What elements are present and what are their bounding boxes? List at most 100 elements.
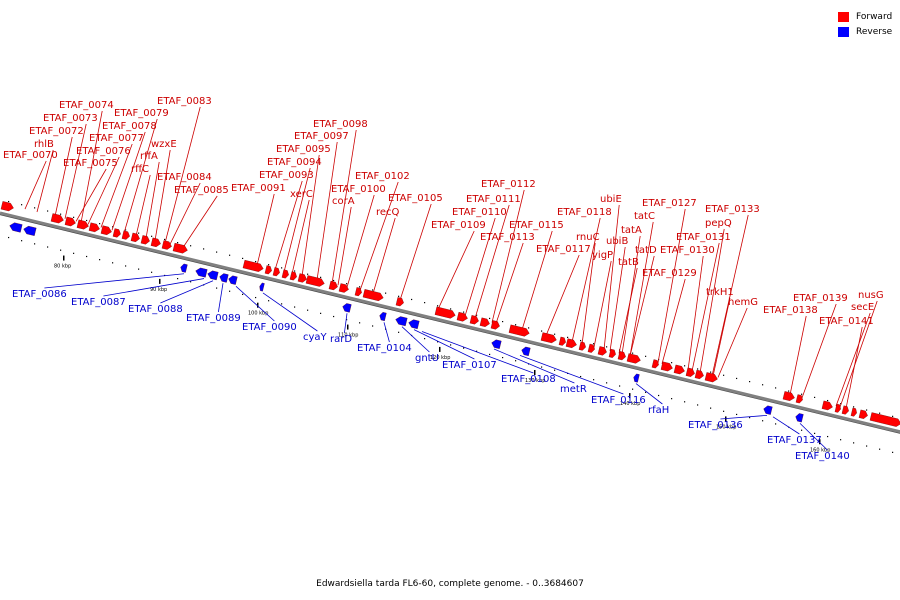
gene-label[interactable]: xerC — [290, 189, 313, 200]
gene-label[interactable]: ETAF_0105 — [388, 193, 443, 204]
gene-arrow[interactable] — [140, 235, 151, 245]
gene-arrow[interactable] — [228, 275, 238, 285]
gene-arrow[interactable] — [795, 394, 804, 404]
gene-label[interactable]: ETAF_0070 — [3, 150, 58, 161]
gene-arrow[interactable] — [195, 267, 208, 278]
gene-arrow[interactable] — [180, 263, 188, 273]
gene-label[interactable]: rffA — [140, 151, 158, 162]
gene-label[interactable]: ETAF_0098 — [313, 119, 368, 130]
gene-arrow[interactable] — [521, 346, 531, 357]
gene-arrow[interactable] — [408, 319, 420, 330]
gene-label[interactable]: ETAF_0086 — [12, 289, 67, 300]
gene-label[interactable]: ETAF_0115 — [509, 220, 564, 231]
gene-label[interactable]: ETAF_0140 — [795, 451, 850, 462]
gene-label[interactable]: ETAF_0093 — [259, 170, 314, 181]
gene-label[interactable]: nusG — [858, 290, 884, 301]
gene-label[interactable]: rarD — [330, 334, 352, 345]
gene-arrow[interactable] — [782, 391, 796, 401]
gene-label[interactable]: ETAF_0137 — [767, 435, 822, 446]
gene-label[interactable]: ETAF_0138 — [763, 305, 818, 316]
gene-label[interactable]: recQ — [376, 207, 400, 218]
gene-label[interactable]: ETAF_0139 — [793, 293, 848, 304]
gene-label[interactable]: rnuC — [576, 232, 600, 243]
gene-arrow[interactable] — [272, 267, 281, 277]
gene-arrow[interactable] — [469, 315, 480, 325]
gene-arrow[interactable] — [76, 219, 90, 230]
gene-arrow[interactable] — [0, 201, 15, 212]
gene-label[interactable]: yigP — [592, 250, 613, 261]
gene-arrow[interactable] — [328, 280, 339, 291]
gene-label[interactable]: gntU — [415, 353, 439, 364]
gene-arrow[interactable] — [264, 265, 273, 275]
gene-label[interactable]: ETAF_0094 — [267, 157, 322, 168]
gene-arrow[interactable] — [172, 242, 188, 254]
gene-arrow[interactable] — [651, 359, 660, 369]
gene-arrow[interactable] — [850, 407, 858, 417]
gene-label[interactable]: pepQ — [705, 218, 732, 229]
gene-label[interactable]: ETAF_0089 — [186, 313, 241, 324]
gene-label[interactable]: tatA — [621, 225, 642, 236]
gene-arrow[interactable] — [578, 341, 587, 351]
gene-label[interactable]: ETAF_0100 — [331, 184, 386, 195]
legend-item-forward[interactable]: Forward — [838, 9, 892, 24]
gene-label[interactable]: tatD — [635, 245, 657, 256]
gene-label[interactable]: ubiE — [600, 194, 622, 205]
gene-arrow[interactable] — [540, 332, 557, 344]
gene-arrow[interactable] — [869, 412, 900, 428]
gene-arrow[interactable] — [207, 270, 219, 281]
gene-label[interactable]: metR — [560, 384, 587, 395]
gene-arrow[interactable] — [395, 297, 405, 307]
gene-label[interactable]: ETAF_0104 — [357, 343, 412, 354]
gene-arrow[interactable] — [297, 273, 308, 284]
gene-arrow[interactable] — [795, 413, 804, 423]
gene-label[interactable]: ETAF_0076 — [76, 146, 131, 157]
gene-arrow[interactable] — [9, 222, 23, 233]
gene-label[interactable]: trkH1 — [706, 287, 734, 298]
gene-label[interactable]: ETAF_0087 — [71, 297, 126, 308]
gene-label[interactable]: tatC — [634, 211, 655, 222]
gene-arrow[interactable] — [587, 343, 596, 353]
gene-arrow[interactable] — [121, 230, 131, 240]
gene-label[interactable]: ubiB — [606, 236, 628, 247]
gene-label[interactable]: ETAF_0109 — [431, 220, 486, 231]
gene-arrow[interactable] — [23, 225, 37, 236]
gene-arrow[interactable] — [841, 405, 850, 415]
gene-arrow[interactable] — [342, 303, 352, 313]
gene-arrow[interactable] — [150, 237, 162, 248]
gene-label[interactable]: ETAF_0130 — [660, 245, 715, 256]
gene-label[interactable]: ETAF_0110 — [452, 207, 507, 218]
gene-arrow[interactable] — [508, 324, 530, 337]
gene-arrow[interactable] — [50, 213, 65, 224]
gene-arrow[interactable] — [834, 403, 842, 413]
gene-label[interactable]: ETAF_0129 — [642, 268, 697, 279]
gene-label[interactable]: ETAF_0091 — [231, 183, 286, 194]
gene-label[interactable]: ETAF_0118 — [557, 207, 612, 218]
gene-arrow[interactable] — [362, 289, 384, 302]
legend-item-reverse[interactable]: Reverse — [838, 24, 892, 39]
gene-arrow[interactable] — [112, 228, 122, 238]
gene-arrow[interactable] — [379, 312, 387, 322]
gene-arrow[interactable] — [694, 369, 705, 380]
gene-label[interactable]: ETAF_0097 — [294, 131, 349, 142]
gene-arrow[interactable] — [565, 338, 578, 349]
gene-arrow[interactable] — [395, 316, 408, 327]
gene-arrow[interactable] — [354, 287, 363, 297]
gene-label[interactable]: rhlB — [34, 139, 54, 150]
gene-label[interactable]: ETAF_0079 — [114, 108, 169, 119]
gene-arrow[interactable] — [219, 273, 229, 283]
gene-label[interactable]: ETAF_0127 — [642, 198, 697, 209]
gene-arrow[interactable] — [633, 373, 640, 383]
gene-arrow[interactable] — [858, 409, 869, 420]
gene-label[interactable]: ETAF_0073 — [43, 113, 98, 124]
gene-label[interactable]: ETAF_0078 — [102, 121, 157, 132]
gene-label[interactable]: ETAF_0112 — [481, 179, 536, 190]
gene-arrow[interactable] — [305, 275, 325, 287]
gene-label[interactable]: ETAF_0077 — [89, 133, 144, 144]
gene-arrow[interactable] — [338, 283, 350, 293]
gene-label[interactable]: ETAF_0108 — [501, 374, 556, 385]
gene-label[interactable]: secE — [851, 302, 874, 313]
gene-arrow[interactable] — [64, 216, 77, 227]
gene-label[interactable]: tatB — [618, 257, 639, 268]
gene-label[interactable]: ETAF_0075 — [63, 158, 118, 169]
gene-arrow[interactable] — [130, 232, 141, 243]
